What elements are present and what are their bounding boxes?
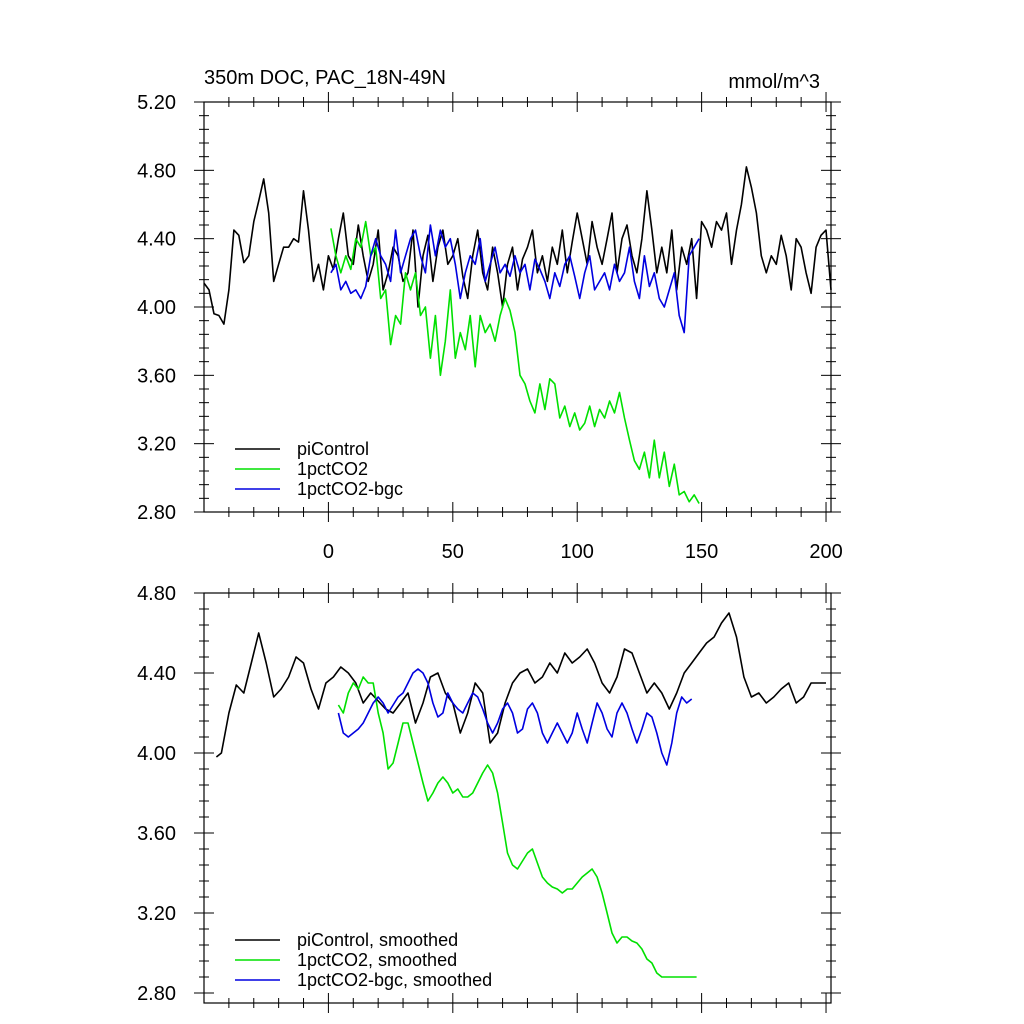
series-line-1pctco2-bgc bbox=[330, 224, 700, 334]
x-tick-label: 200 bbox=[809, 541, 842, 563]
y-tick-label: 4.80 bbox=[137, 583, 176, 605]
y-tick-label: 3.20 bbox=[137, 434, 176, 456]
x-tick-label: 50 bbox=[442, 541, 464, 563]
series-line-1pctco2-bgc-smoothed bbox=[337, 668, 693, 766]
y-tick-label: 3.60 bbox=[137, 823, 176, 845]
bottom-series-group bbox=[215, 612, 826, 978]
top-x-tick-labels: 0 50 100 150 200 bbox=[323, 541, 843, 563]
x-tick-label: 150 bbox=[685, 541, 718, 563]
chart-title: 350m DOC, PAC_18N-49N bbox=[204, 67, 446, 89]
x-tick-label: 0 bbox=[323, 541, 334, 563]
y-tick-label: 3.60 bbox=[137, 365, 176, 387]
legend-label: 1pctCO2 bbox=[297, 459, 368, 479]
series-line-1pctco2-smoothed bbox=[337, 676, 697, 978]
legend-label: 1pctCO2-bgc bbox=[297, 479, 403, 499]
legend-label: piControl, smoothed bbox=[297, 930, 458, 950]
y-tick-label: 5.20 bbox=[137, 92, 176, 114]
series-line-1pctco2 bbox=[330, 220, 700, 504]
top-panel: 350m DOC, PAC_18N-49N mmol/m^3 2.80 3.20 3… bbox=[137, 67, 843, 563]
bottom-tick-marks bbox=[194, 583, 841, 1013]
y-tick-label: 4.80 bbox=[137, 160, 176, 182]
series-line-picontrol-smoothed bbox=[215, 612, 826, 758]
bottom-y-tick-labels: 2.80 3.20 3.60 4.00 4.40 4.80 bbox=[137, 583, 176, 1005]
x-tick-label: 100 bbox=[561, 541, 594, 563]
y-tick-label: 4.40 bbox=[137, 229, 176, 251]
top-series-group bbox=[203, 166, 832, 504]
y-tick-label: 4.00 bbox=[137, 297, 176, 319]
units-label: mmol/m^3 bbox=[728, 71, 820, 93]
bottom-panel: 2.80 3.20 3.60 4.00 4.40 4.80 piControl, smoo… bbox=[137, 583, 841, 1013]
legend-label: 1pctCO2-bgc, smoothed bbox=[297, 970, 492, 990]
legend-label: 1pctCO2, smoothed bbox=[297, 950, 457, 970]
y-tick-label: 2.80 bbox=[137, 502, 176, 524]
series-line-picontrol bbox=[203, 166, 832, 325]
y-tick-label: 3.20 bbox=[137, 903, 176, 925]
top-tick-marks bbox=[194, 92, 841, 522]
y-tick-label: 4.00 bbox=[137, 743, 176, 765]
top-y-tick-labels: 2.80 3.20 3.60 4.00 4.40 4.80 5.20 bbox=[137, 92, 176, 524]
legend-label: piControl bbox=[297, 439, 369, 459]
y-tick-label: 4.40 bbox=[137, 663, 176, 685]
y-tick-label: 2.80 bbox=[137, 983, 176, 1005]
bottom-plot-frame bbox=[203, 592, 832, 1004]
